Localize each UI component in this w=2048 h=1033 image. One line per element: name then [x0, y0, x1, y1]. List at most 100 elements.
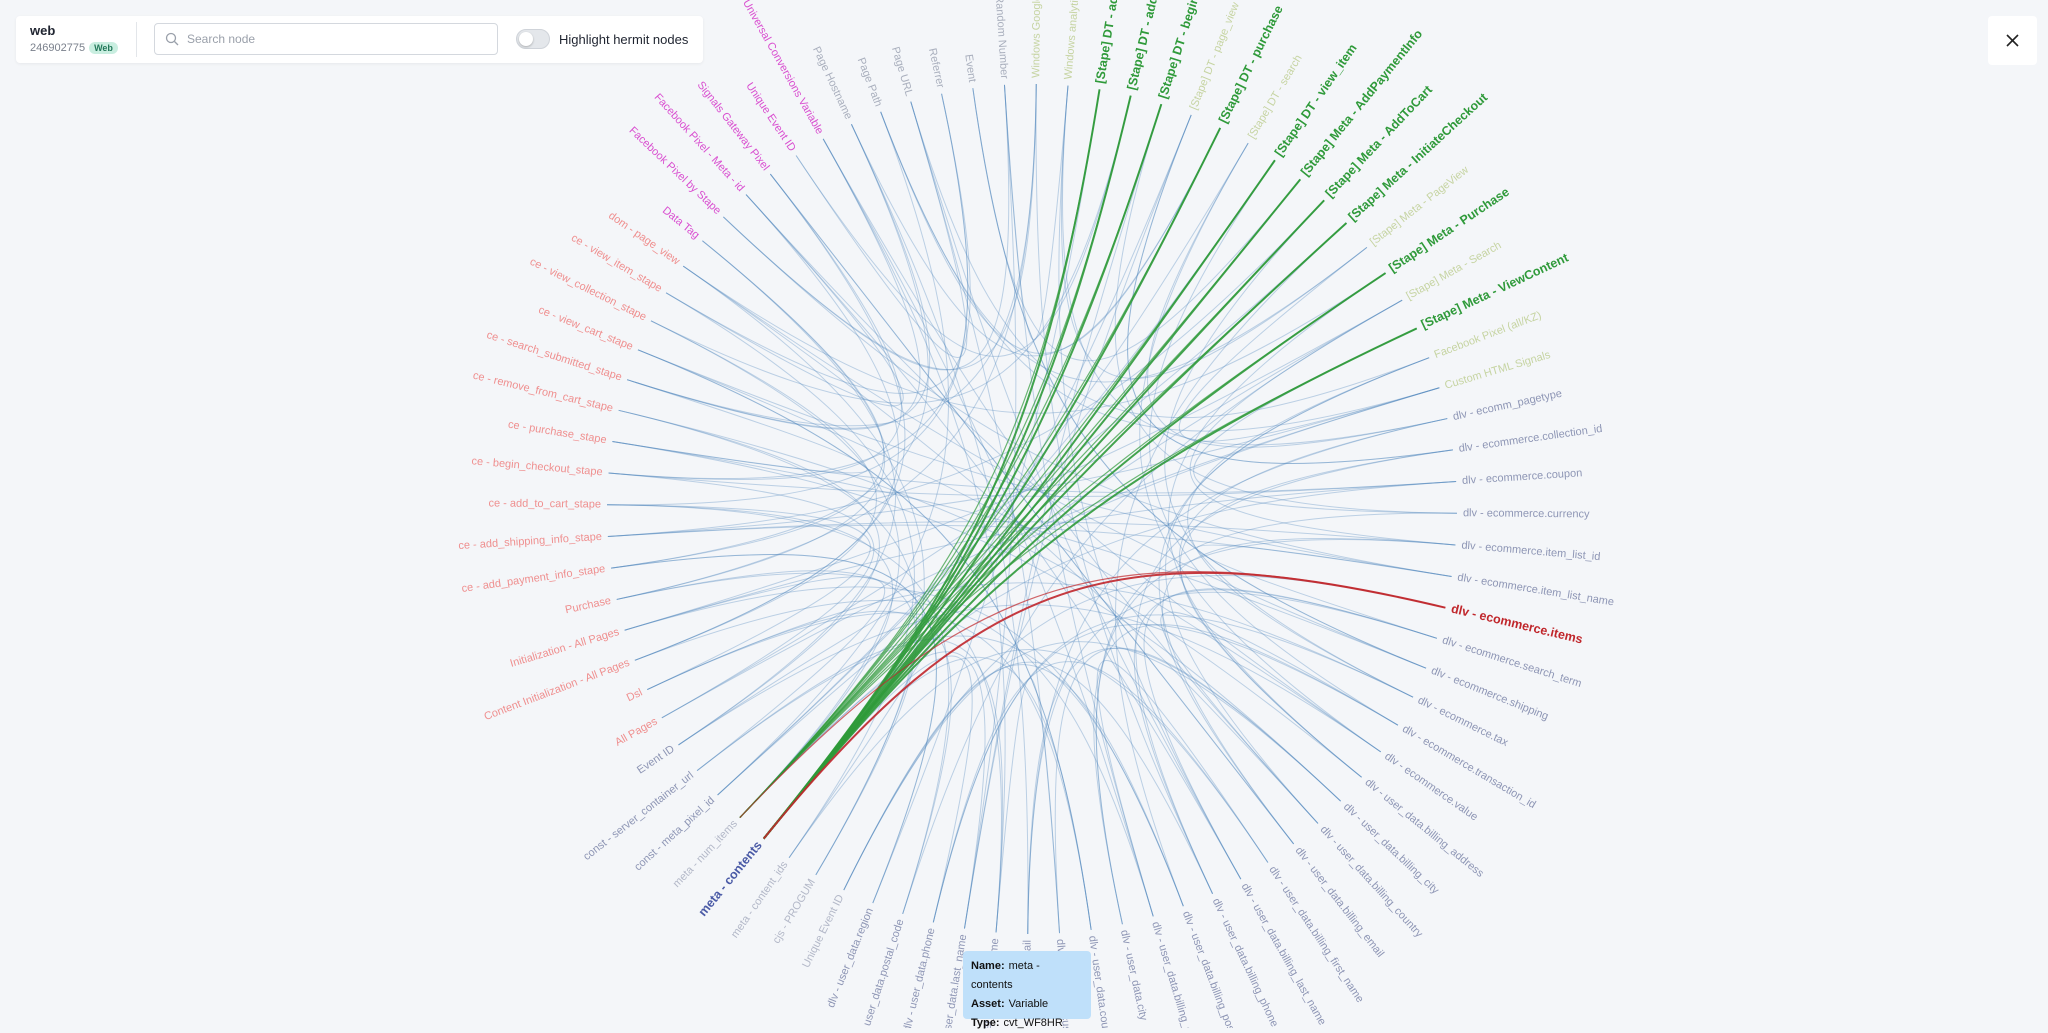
- node-label: Purchase: [564, 595, 612, 617]
- node-label: Universal Conversions Variable: [740, 0, 825, 137]
- node-label: Windows Google tag: [1030, 0, 1043, 78]
- link: [611, 240, 885, 569]
- link: [1196, 544, 1452, 639]
- link: [1114, 103, 1457, 514]
- toolbar: web 246902775 Web Search node Highlight h…: [16, 16, 703, 63]
- link: [612, 440, 1457, 494]
- search-placeholder: Search node: [187, 32, 256, 46]
- link: [850, 124, 1221, 357]
- link: [1003, 84, 1154, 917]
- hermit-toggle[interactable]: Highlight hermit nodes: [516, 29, 688, 49]
- link: [634, 173, 906, 661]
- highlight-link: [739, 95, 1132, 819]
- link: [624, 576, 885, 772]
- link: [880, 111, 1368, 383]
- node-label: dlv - ecommerce.item_list_name: [1457, 571, 1615, 608]
- node-label: dlv - user_data.billing_postcode: [1180, 910, 1246, 1028]
- link: [661, 222, 1347, 719]
- link: [612, 379, 868, 474]
- link: [739, 480, 1457, 818]
- search-box[interactable]: Search node: [154, 23, 498, 55]
- edges: [607, 84, 1457, 934]
- link: [963, 103, 1162, 929]
- link: [607, 200, 1325, 538]
- node-label: ce - begin_checkout_stape: [471, 455, 603, 478]
- link: [682, 265, 925, 876]
- link: [661, 387, 1440, 719]
- link: [618, 409, 918, 876]
- link: [880, 111, 1221, 354]
- highlight-link: [739, 89, 1101, 819]
- link: [995, 678, 1061, 934]
- node-label: Random Number: [993, 0, 1010, 80]
- link: [624, 299, 1403, 631]
- node-label: dlv - user_data.billing_address: [1363, 776, 1487, 880]
- node-label: dlv - user_data.phone: [901, 927, 937, 1028]
- node-label: ce - add_shipping_info_stape: [458, 531, 602, 552]
- link: [1035, 84, 1214, 894]
- node-label: All Pages: [613, 715, 660, 749]
- node-label: dlv - user_data.billing_last_name: [1239, 881, 1328, 1027]
- node-label: Custom HTML Signals: [1443, 349, 1552, 392]
- link: [611, 124, 929, 569]
- link: [1143, 588, 1438, 880]
- link: [902, 299, 1403, 915]
- link: [608, 472, 875, 719]
- node-label: Initialization - All Pages: [509, 626, 621, 670]
- link: [1165, 357, 1430, 824]
- link: [822, 138, 1154, 917]
- link: [608, 472, 1457, 497]
- link: [618, 409, 880, 746]
- link: [795, 95, 1132, 357]
- link: [634, 194, 899, 661]
- link: [963, 84, 1017, 929]
- link: [1095, 538, 1456, 925]
- link: [1179, 449, 1453, 778]
- tooltip-row: Type: cvt_WF8HR: [971, 1014, 1083, 1033]
- link: [634, 320, 877, 661]
- link: [1027, 647, 1341, 934]
- link: [1096, 660, 1269, 917]
- node-label: dlv - user_data.billing_country: [1318, 824, 1426, 941]
- link: [647, 582, 1414, 698]
- node-label: Facebook Pixel by Stape: [627, 125, 724, 217]
- node-label: dlv - user_data.billing_city: [1341, 801, 1442, 897]
- workspace-id: 246902775 Web: [30, 42, 118, 54]
- link: [607, 387, 1440, 538]
- link: [1027, 418, 1448, 934]
- link: [1003, 84, 1069, 340]
- link: [1187, 357, 1430, 698]
- link: [678, 387, 1440, 746]
- link: [1095, 512, 1457, 925]
- link: [608, 93, 969, 480]
- link: [612, 440, 1427, 669]
- link: [1189, 299, 1456, 546]
- tooltip-key: Type:: [971, 1017, 1000, 1029]
- link: [717, 111, 950, 796]
- node-label: Page Hostname: [810, 45, 854, 122]
- workspace: web 246902775 Web: [30, 23, 118, 54]
- node-label: dlv - ecommerce.coupon: [1462, 467, 1583, 487]
- node-label: dlv - ecomm_pagetype: [1452, 388, 1563, 423]
- node-label: [Stape] Meta - ViewContent: [1419, 250, 1571, 331]
- close-button[interactable]: [1988, 16, 2037, 65]
- node-label: Dsl: [625, 687, 644, 705]
- node-label: Event ID: [635, 743, 677, 776]
- node-label: Event: [962, 53, 978, 83]
- link: [665, 194, 904, 407]
- link: [626, 138, 921, 430]
- link: [678, 240, 896, 746]
- highlight-link: [739, 103, 1162, 819]
- link: [616, 570, 917, 876]
- highlight-link: [739, 222, 1347, 819]
- link: [611, 553, 937, 904]
- node-label: dlv - user_data.billing_first_name: [1266, 864, 1366, 1005]
- node-label: dlv - ecommerce.items: [1450, 602, 1584, 647]
- search-icon: [165, 32, 179, 46]
- link: [607, 504, 871, 691]
- toggle-switch[interactable]: [516, 29, 550, 49]
- workspace-id-text: 246902775: [30, 42, 86, 54]
- node-label: ce - add_to_cart_stape: [488, 497, 601, 510]
- tooltip-row: Name: meta - contents: [971, 957, 1083, 995]
- link: [624, 586, 1184, 907]
